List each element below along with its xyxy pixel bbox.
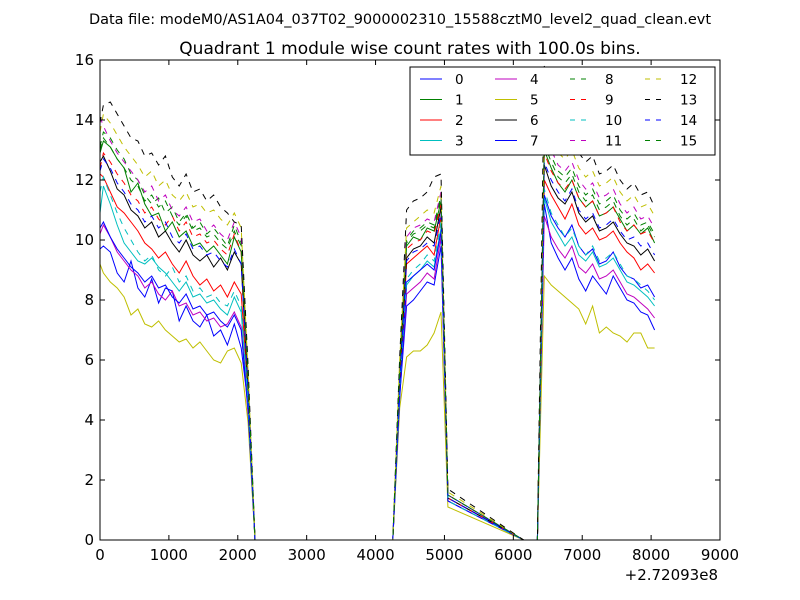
series-line-4 bbox=[100, 215, 655, 540]
y-tick-label: 0 bbox=[84, 531, 94, 549]
legend-label-6: 6 bbox=[530, 113, 539, 129]
legend-label-1: 1 bbox=[455, 93, 464, 109]
y-tick-label: 12 bbox=[75, 171, 94, 189]
series-line-13 bbox=[100, 65, 656, 540]
legend-label-3: 3 bbox=[455, 134, 464, 150]
x-tick-label: 5000 bbox=[425, 546, 463, 564]
legend-label-5: 5 bbox=[530, 93, 539, 109]
x-tick-label: 2000 bbox=[219, 546, 257, 564]
y-tick-label: 16 bbox=[75, 51, 94, 69]
data-file-header: Data file: modeM0/AS1A04_037T02_90000023… bbox=[89, 12, 711, 28]
legend-label-2: 2 bbox=[455, 113, 464, 129]
series-line-7 bbox=[100, 194, 656, 540]
legend-label-11: 11 bbox=[605, 134, 622, 150]
series-line-3 bbox=[100, 185, 655, 540]
x-tick-label: 9000 bbox=[701, 546, 739, 564]
series-line-2 bbox=[100, 173, 655, 540]
x-offset-label: +2.72093e8 bbox=[625, 566, 718, 584]
legend-label-4: 4 bbox=[530, 72, 539, 88]
legend-label-13: 13 bbox=[680, 93, 697, 109]
legend-label-9: 9 bbox=[605, 93, 614, 109]
legend-label-0: 0 bbox=[455, 72, 464, 88]
x-tick-label: 8000 bbox=[632, 546, 670, 564]
y-tick-label: 10 bbox=[75, 231, 94, 249]
legend-label-15: 15 bbox=[680, 134, 697, 150]
legend-frame bbox=[409, 66, 716, 156]
series-line-15 bbox=[100, 136, 656, 540]
series-layer bbox=[100, 65, 656, 540]
legend-label-10: 10 bbox=[605, 113, 622, 129]
y-tick-label: 8 bbox=[84, 291, 94, 309]
y-tick-label: 14 bbox=[75, 111, 94, 129]
x-tick-label: 6000 bbox=[494, 546, 532, 564]
series-line-0 bbox=[100, 203, 656, 540]
series-line-14 bbox=[100, 157, 656, 540]
legend-label-7: 7 bbox=[530, 134, 539, 150]
x-tick-label: 0 bbox=[95, 546, 105, 564]
series-line-12 bbox=[100, 112, 656, 540]
y-tick-label: 6 bbox=[84, 351, 94, 369]
legend-label-14: 14 bbox=[680, 113, 697, 129]
x-tick-label: 4000 bbox=[356, 546, 394, 564]
x-tick-label: 3000 bbox=[288, 546, 326, 564]
legend-label-8: 8 bbox=[605, 72, 614, 88]
series-line-9 bbox=[100, 151, 656, 540]
series-line-10 bbox=[100, 175, 655, 540]
axes-layer: 0 1000 2000 3000 4000 5000 6000 7000 8000 9000 0 2 4… bbox=[75, 51, 739, 564]
series-line-5 bbox=[100, 263, 655, 540]
chart-title: Quadrant 1 module wise count rates with … bbox=[179, 39, 640, 59]
x-tick-label: 7000 bbox=[563, 546, 601, 564]
series-line-6 bbox=[100, 154, 656, 540]
series-line-8 bbox=[100, 131, 656, 540]
y-tick-label: 2 bbox=[84, 471, 94, 489]
x-tick-label: 1000 bbox=[150, 546, 188, 564]
legend-label-12: 12 bbox=[680, 72, 697, 88]
y-tick-label: 4 bbox=[84, 411, 94, 429]
